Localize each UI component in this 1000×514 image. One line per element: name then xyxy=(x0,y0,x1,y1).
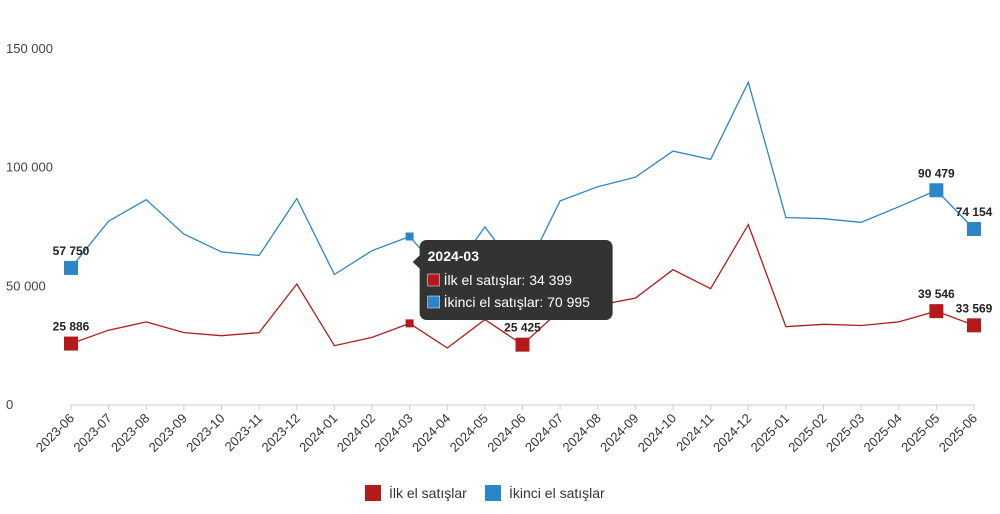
x-tick-label: 2023-06 xyxy=(33,411,77,455)
series-0-marker[interactable] xyxy=(929,304,944,319)
legend-label: İkinci el satışlar xyxy=(509,484,605,501)
x-tick-label: 2025-04 xyxy=(861,411,905,455)
data-label: 90 479 xyxy=(918,166,955,180)
x-tick-label: 2024-03 xyxy=(371,411,415,455)
series-0-hover-marker[interactable] xyxy=(405,319,414,328)
series-0-marker[interactable] xyxy=(64,336,78,351)
tooltip-swatch xyxy=(427,273,440,287)
x-tick-label: 2025-01 xyxy=(748,411,792,455)
x-tick-label: 2025-02 xyxy=(785,411,829,455)
tooltip-pointer xyxy=(412,255,421,269)
data-label: 57 750 xyxy=(53,244,90,258)
x-tick-label: 2023-07 xyxy=(70,411,114,455)
y-tick-label: 150 000 xyxy=(6,41,53,56)
tooltip-line: İlk el satışlar: 34 399 xyxy=(444,271,573,288)
x-tick-label: 2025-06 xyxy=(936,411,980,455)
x-tick-label: 2024-11 xyxy=(673,411,717,455)
data-label: 39 546 xyxy=(918,287,955,301)
y-tick-label: 50 000 xyxy=(6,278,46,293)
data-label: 74 154 xyxy=(956,205,993,219)
data-label: 25 886 xyxy=(53,320,90,334)
x-tick-label: 2025-05 xyxy=(898,411,942,455)
x-tick-label: 2025-03 xyxy=(823,411,867,455)
series-1-marker[interactable] xyxy=(967,222,981,237)
series-1-marker[interactable] xyxy=(929,183,944,198)
x-tick-label: 2024-09 xyxy=(597,411,641,455)
tooltip-line: İkinci el satışlar: 70 995 xyxy=(444,293,591,310)
x-tick-label: 2023-08 xyxy=(108,411,152,455)
x-tick-label: 2023-11 xyxy=(222,411,266,455)
y-tick-label: 0 xyxy=(6,397,13,412)
tooltip-title: 2024-03 xyxy=(428,248,480,264)
x-axis: 2023-062023-072023-082023-092023-102023-… xyxy=(33,404,980,455)
legend[interactable]: İlk el satışlar İkinci el satışlar xyxy=(365,484,605,501)
legend-item-1[interactable]: İkinci el satışlar xyxy=(485,484,605,501)
x-tick-label: 2023-09 xyxy=(146,411,190,455)
x-tick-label: 2024-05 xyxy=(447,411,491,455)
legend-swatch xyxy=(485,485,501,501)
x-tick-label: 2024-10 xyxy=(635,411,679,455)
series-1-marker[interactable] xyxy=(64,260,78,275)
tooltip: 2024-03 İlk el satışlar: 34 399 İkinci el … xyxy=(412,240,613,320)
y-tick-label: 100 000 xyxy=(6,160,53,175)
x-tick-label: 2024-01 xyxy=(296,411,340,455)
tooltip-box xyxy=(419,240,613,320)
x-tick-label: 2024-02 xyxy=(334,411,378,455)
x-tick-label: 2024-06 xyxy=(484,411,528,455)
x-tick-label: 2024-04 xyxy=(409,411,453,455)
legend-item-0[interactable]: İlk el satışlar xyxy=(365,484,467,501)
x-tick-label: 2024-07 xyxy=(522,411,566,455)
tooltip-swatch xyxy=(427,295,440,309)
data-label: 25 425 xyxy=(504,321,541,335)
y-axis: 0 50 000 100 000 150 000 xyxy=(6,41,53,412)
x-tick-label: 2023-12 xyxy=(259,411,303,455)
series-1-hover-marker[interactable] xyxy=(405,232,414,241)
data-label: 33 569 xyxy=(956,301,993,315)
series-0-marker[interactable] xyxy=(967,318,981,333)
legend-swatch xyxy=(365,485,381,501)
legend-label: İlk el satışlar xyxy=(389,484,467,501)
series-0-marker[interactable] xyxy=(515,337,530,352)
x-tick-label: 2024-12 xyxy=(710,411,754,455)
x-tick-label: 2024-08 xyxy=(560,411,604,455)
x-tick-label: 2023-10 xyxy=(183,411,227,455)
